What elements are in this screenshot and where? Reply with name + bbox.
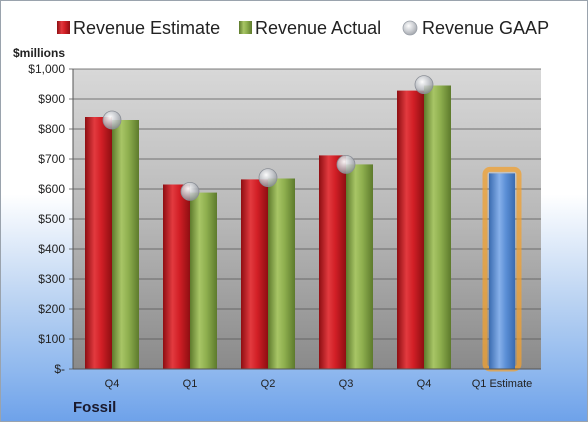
bar-revenue-estimate[interactable] (241, 179, 268, 369)
y-tick-label: $600 (38, 182, 65, 196)
y-unit-label: $millions (13, 46, 65, 60)
legend: Revenue Estimate Revenue Actual Revenue … (57, 18, 549, 38)
y-tick-label: $- (54, 362, 65, 376)
x-tick-label: Q2 (261, 378, 276, 390)
legend-label-estimate: Revenue Estimate (73, 18, 220, 38)
bar-q1-estimate[interactable] (489, 173, 515, 369)
legend-swatch-estimate (57, 21, 70, 34)
legend-item-revenue-actual[interactable]: Revenue Actual (239, 18, 381, 38)
bar-revenue-estimate[interactable] (397, 90, 424, 369)
y-tick-label: $100 (38, 332, 65, 346)
gaap-markers (102, 75, 434, 201)
x-tick-label: Q1 (183, 378, 198, 390)
legend-item-revenue-gaap[interactable]: Revenue GAAP (402, 18, 549, 38)
marker-revenue-gaap[interactable] (180, 181, 200, 201)
y-tick-label: $700 (38, 152, 65, 166)
x-tick-label: Q3 (339, 378, 354, 390)
marker-revenue-gaap[interactable] (258, 168, 278, 188)
y-tick-label: $900 (38, 92, 65, 106)
y-tick-label: $300 (38, 272, 65, 286)
company-label: Fossil (73, 399, 116, 416)
y-tick-label: $200 (38, 302, 65, 316)
y-tick-label: $500 (38, 212, 65, 226)
x-tick-label: Q1 Estimate (472, 378, 533, 390)
marker-revenue-gaap[interactable] (102, 110, 122, 130)
bar-revenue-estimate[interactable] (85, 117, 112, 369)
y-axis: $- $100 $200 $300 $400 $500 $600 $700 $800 $900 $1… (28, 62, 74, 376)
bar-revenue-actual[interactable] (112, 120, 139, 369)
marker-revenue-gaap[interactable] (414, 75, 434, 94)
gridlines (73, 68, 541, 370)
bars (85, 85, 522, 372)
bar-revenue-actual[interactable] (346, 164, 373, 369)
legend-swatch-actual (239, 21, 252, 34)
x-tick-label: Q4 (105, 378, 120, 390)
x-axis: Q4 Q1 Q2 Q3 Q4 Q1 Estimate (73, 368, 541, 390)
legend-label-actual: Revenue Actual (255, 18, 381, 38)
y-tick-label: $800 (38, 122, 65, 136)
y-tick-label: $400 (38, 242, 65, 256)
bar-revenue-estimate[interactable] (163, 184, 190, 370)
legend-swatch-gaap (402, 20, 418, 36)
y-tick-label: $1,000 (28, 62, 65, 76)
marker-revenue-gaap[interactable] (336, 154, 356, 174)
bar-revenue-actual[interactable] (268, 178, 295, 370)
bar-revenue-actual[interactable] (424, 85, 451, 370)
bar-revenue-actual[interactable] (190, 192, 217, 369)
x-tick-label: Q4 (417, 378, 432, 390)
legend-item-revenue-estimate[interactable]: Revenue Estimate (57, 18, 220, 38)
legend-label-gaap: Revenue GAAP (422, 18, 549, 38)
bar-revenue-estimate[interactable] (319, 155, 346, 369)
